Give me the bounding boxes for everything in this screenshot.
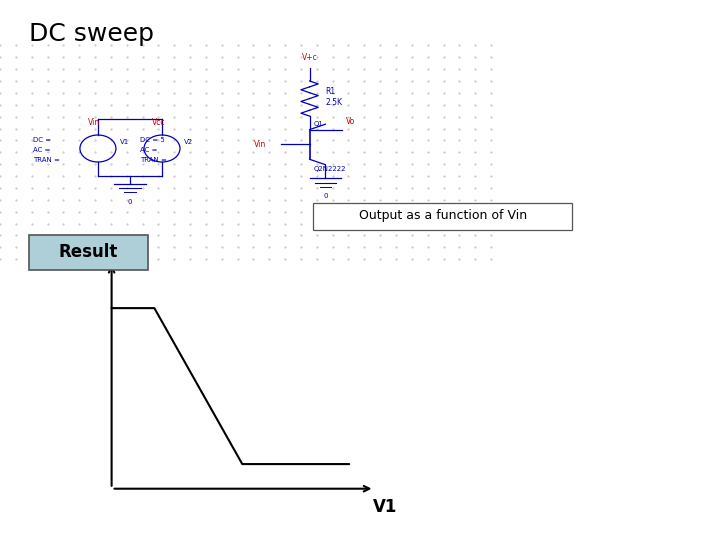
Text: 0: 0 [127, 199, 132, 205]
Text: 0: 0 [323, 193, 328, 199]
Text: TRAN =: TRAN = [140, 157, 167, 164]
Text: Vo: Vo [87, 247, 110, 266]
Text: Vcc: Vcc [152, 118, 165, 127]
FancyBboxPatch shape [29, 235, 148, 270]
Text: DC sweep: DC sweep [29, 22, 154, 45]
Text: Vin: Vin [88, 118, 101, 127]
Text: Q2N2222: Q2N2222 [313, 166, 346, 172]
Text: R1: R1 [325, 87, 336, 96]
Text: V2: V2 [184, 139, 193, 145]
Text: 2.5K: 2.5K [325, 98, 343, 107]
Text: TRAN =: TRAN = [33, 157, 60, 164]
Text: V+c: V+c [302, 53, 318, 62]
Text: AC =: AC = [33, 146, 50, 153]
FancyBboxPatch shape [313, 202, 572, 230]
Text: V1: V1 [373, 498, 397, 516]
Text: Output as a function of Vin: Output as a function of Vin [359, 210, 527, 222]
Text: Vin: Vin [254, 140, 266, 149]
Text: Q1: Q1 [313, 121, 323, 127]
Text: AC =: AC = [140, 146, 158, 153]
Text: Result: Result [58, 244, 118, 261]
Text: Vo: Vo [346, 117, 355, 126]
Text: DC =: DC = [33, 137, 51, 144]
Text: DC = 5: DC = 5 [140, 137, 165, 144]
Text: V1: V1 [120, 139, 129, 145]
